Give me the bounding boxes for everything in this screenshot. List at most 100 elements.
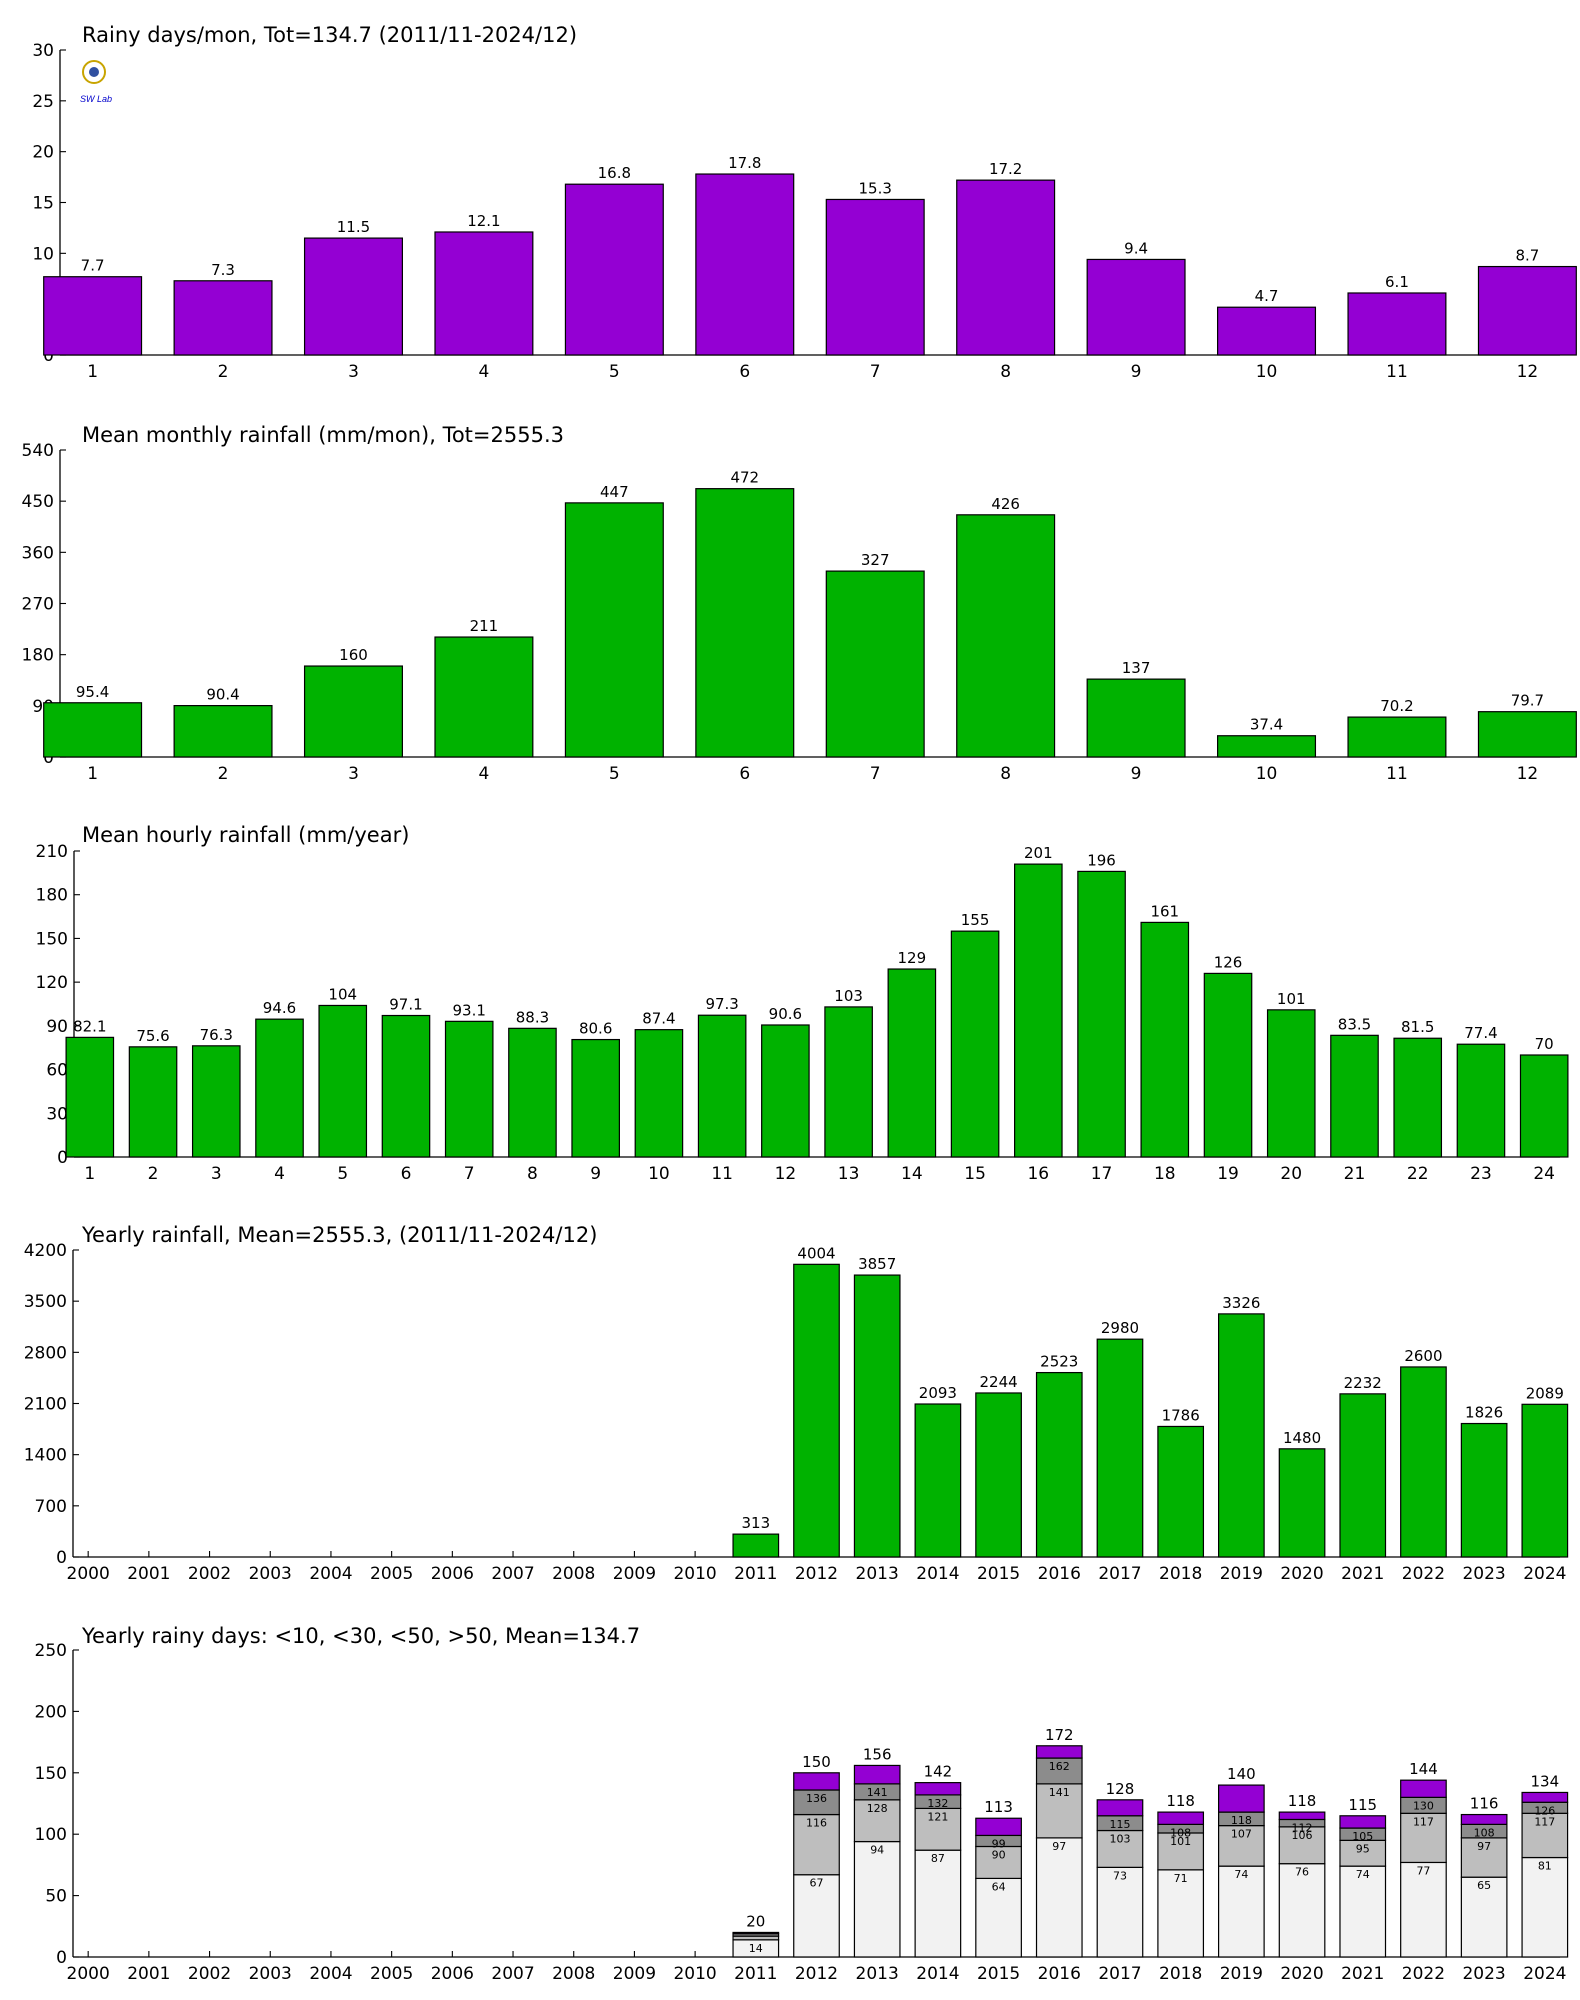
y-tick-label: 1400 xyxy=(24,1446,67,1466)
x-tick-label: 20 xyxy=(1280,1164,1302,1184)
bar xyxy=(444,1020,494,1158)
stacked-segment-total xyxy=(732,1931,780,1935)
bar xyxy=(1347,716,1447,758)
bar xyxy=(43,702,143,758)
segment-value-label: 116 xyxy=(806,1817,827,1830)
x-tick-label: 2005 xyxy=(370,1964,413,1984)
segment-value-label: 76 xyxy=(1295,1866,1309,1879)
y-tick-label: 540 xyxy=(22,441,54,461)
y-tick-label: 150 xyxy=(35,1764,67,1784)
chart-2-title: Mean monthly rainfall (mm/mon), Tot=2555… xyxy=(82,423,564,447)
y-tick-label: 2800 xyxy=(24,1343,67,1363)
segment-value-label: 99 xyxy=(992,1837,1006,1850)
chart-5-title: Yearly rainy days: <10, <30, <50, >50, M… xyxy=(81,1624,640,1648)
bar-value-label: 160 xyxy=(339,646,368,664)
x-tick-label: 2016 xyxy=(1038,1564,1081,1584)
segment-value-label: 14 xyxy=(749,1942,763,1955)
bar xyxy=(887,968,937,1158)
bar xyxy=(1217,306,1317,356)
chart-mean-hourly-rainfall: Mean hourly rainfall (mm/year) 030609012… xyxy=(36,823,1569,1184)
bar-total-label: 118 xyxy=(1288,1792,1317,1810)
bar-value-label: 426 xyxy=(991,495,1020,513)
x-tick-label: 2014 xyxy=(916,1964,959,1984)
x-tick-label: 2000 xyxy=(67,1564,110,1584)
x-tick-label: 6 xyxy=(401,1164,412,1184)
y-tick-label: 100 xyxy=(35,1825,67,1845)
bar xyxy=(191,1045,241,1158)
bar xyxy=(950,930,1000,1158)
bar-value-label: 77.4 xyxy=(1464,1024,1497,1042)
y-tick-label: 0 xyxy=(56,1548,67,1568)
segment-value-label: 128 xyxy=(867,1802,888,1815)
bar-value-label: 94.6 xyxy=(263,999,296,1017)
x-tick-label: 2023 xyxy=(1462,1564,1505,1584)
y-tick-label: 3500 xyxy=(24,1292,67,1312)
x-tick-label: 19 xyxy=(1217,1164,1239,1184)
x-tick-label: 2001 xyxy=(127,1964,170,1984)
y-tick-label: 180 xyxy=(36,886,68,906)
bar xyxy=(303,665,403,758)
stacked-segment-lt10 xyxy=(1400,1861,1447,1958)
bar-value-label: 88.3 xyxy=(516,1008,549,1026)
x-tick-label: 6 xyxy=(739,764,750,784)
segment-value-label: 73 xyxy=(1113,1869,1127,1882)
segment-value-label: 162 xyxy=(1049,1760,1070,1773)
x-tick-label: 1 xyxy=(87,764,98,784)
bar xyxy=(1460,1422,1508,1558)
stacked-segment-lt10 xyxy=(793,1874,840,1958)
x-tick-label: 12 xyxy=(1517,764,1539,784)
bar-value-label: 8.7 xyxy=(1515,247,1539,265)
y-tick-label: 0 xyxy=(56,1948,67,1968)
y-tick-label: 0 xyxy=(43,346,54,366)
chart-mean-monthly-rainfall: Mean monthly rainfall (mm/mon), Tot=2555… xyxy=(22,423,1577,784)
bar-value-label: 11.5 xyxy=(337,218,370,236)
bar-total-label: 113 xyxy=(984,1798,1013,1816)
stacked-segment-total xyxy=(1278,1811,1326,1821)
bar xyxy=(1521,1403,1569,1558)
segment-value-label: 101 xyxy=(1170,1835,1191,1848)
bar xyxy=(697,1014,747,1158)
segment-value-label: 71 xyxy=(1174,1872,1188,1885)
bar xyxy=(1477,711,1577,758)
bar xyxy=(1203,972,1253,1158)
x-tick-label: 2008 xyxy=(552,1964,595,1984)
bar xyxy=(255,1018,304,1158)
bar xyxy=(825,570,925,758)
y-tick-label: 180 xyxy=(22,646,54,666)
stacked-segment-lt30 xyxy=(1278,1826,1326,1865)
stacked-segment-lt10 xyxy=(853,1840,901,1958)
bar-value-label: 2089 xyxy=(1526,1384,1564,1402)
bar-value-label: 76.3 xyxy=(200,1026,233,1044)
bar xyxy=(634,1029,684,1158)
y-tick-label: 450 xyxy=(22,492,54,512)
bar xyxy=(173,280,273,356)
stacked-segment-lt10 xyxy=(914,1849,962,1958)
bar-value-label: 155 xyxy=(961,911,990,929)
stacked-segment-total xyxy=(1096,1799,1144,1817)
bar-value-label: 4.7 xyxy=(1255,287,1279,305)
x-tick-label: 10 xyxy=(1256,362,1278,382)
x-tick-label: 21 xyxy=(1344,1164,1366,1184)
stacked-segment-lt10 xyxy=(975,1877,1022,1958)
bar xyxy=(381,1014,431,1158)
bar-value-label: 37.4 xyxy=(1250,716,1283,734)
bar xyxy=(43,276,143,356)
x-tick-label: 2006 xyxy=(431,1964,474,1984)
chart-yearly-rainy-days: Yearly rainy days: <10, <30, <50, >50, M… xyxy=(35,1624,1569,1984)
bar-value-label: 196 xyxy=(1087,851,1116,869)
x-tick-label: 1 xyxy=(84,1164,95,1184)
x-tick-label: 2019 xyxy=(1220,1564,1263,1584)
x-tick-label: 2010 xyxy=(673,1564,716,1584)
x-tick-label: 2010 xyxy=(673,1964,716,1984)
x-tick-label: 2008 xyxy=(552,1564,595,1584)
bar-value-label: 97.1 xyxy=(389,996,422,1014)
bar-value-label: 80.6 xyxy=(579,1020,612,1038)
x-tick-label: 2002 xyxy=(188,1964,231,1984)
x-tick-label: 8 xyxy=(1000,764,1011,784)
bar xyxy=(1096,1338,1144,1558)
x-tick-label: 11 xyxy=(711,1164,733,1184)
segment-value-label: 118 xyxy=(1231,1814,1252,1827)
bar xyxy=(1035,1371,1083,1558)
stacked-segment-total xyxy=(1521,1791,1569,1803)
segment-value-label: 117 xyxy=(1534,1815,1555,1828)
